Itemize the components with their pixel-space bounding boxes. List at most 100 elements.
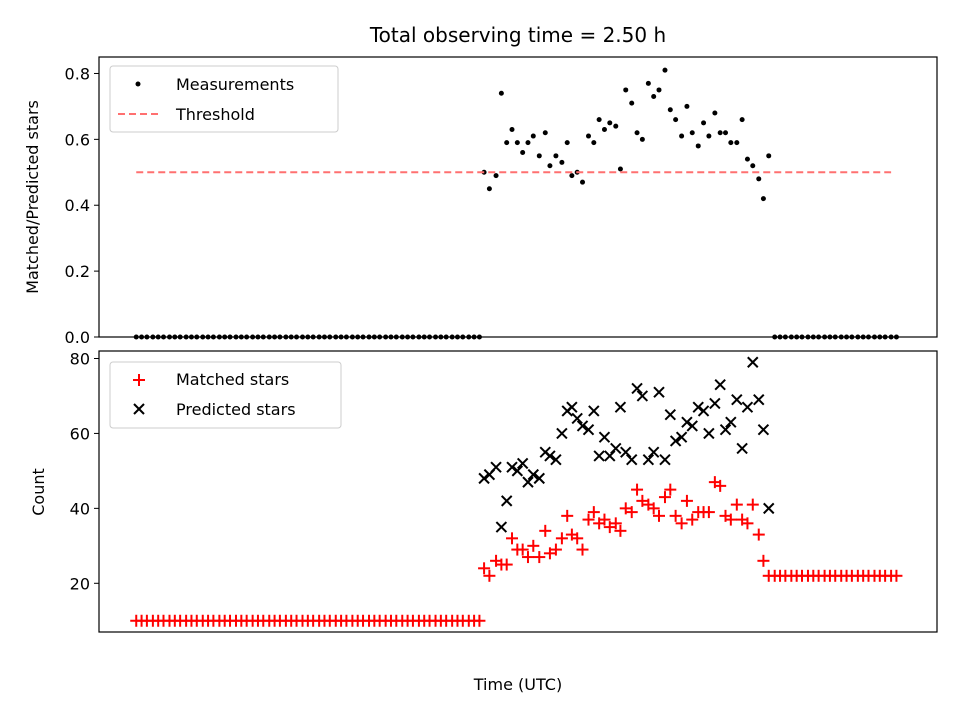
matched-stars-point bbox=[516, 543, 529, 556]
predicted-stars-point bbox=[747, 356, 759, 368]
predicted-stars-point bbox=[636, 390, 649, 402]
measurement-point bbox=[520, 150, 526, 156]
matched-stars-point bbox=[614, 524, 627, 537]
predicted-stars-point bbox=[731, 393, 743, 406]
predicted-stars-point bbox=[566, 401, 578, 413]
measurement-point bbox=[629, 100, 635, 106]
predicted-stars-point bbox=[631, 382, 643, 395]
measurement-point bbox=[569, 173, 575, 179]
predicted-stars-point bbox=[516, 457, 529, 470]
predicted-stars-point bbox=[709, 397, 721, 410]
measurement-point bbox=[679, 133, 685, 139]
matched-stars-point bbox=[506, 532, 519, 545]
legend-marker-matched bbox=[133, 374, 145, 386]
matched-stars-point bbox=[582, 513, 595, 526]
matched-stars-point bbox=[730, 498, 743, 511]
matched-stars-point bbox=[561, 509, 574, 522]
predicted-stars-point bbox=[576, 420, 589, 432]
predicted-stars-point bbox=[604, 450, 616, 462]
predicted-stars-point bbox=[500, 495, 513, 507]
matched-stars-point bbox=[757, 554, 770, 567]
predicted-stars-point bbox=[533, 472, 545, 485]
predicted-stars-point bbox=[741, 401, 754, 413]
predicted-stars-point bbox=[588, 405, 600, 417]
matched-stars-point bbox=[555, 532, 568, 545]
predicted-stars-point bbox=[757, 423, 770, 436]
matched-stars-point bbox=[686, 513, 699, 526]
legend-label-matched: Matched stars bbox=[176, 370, 289, 389]
measurement-point bbox=[591, 140, 597, 146]
measurement-point bbox=[667, 107, 673, 113]
legend-label-threshold: Threshold bbox=[175, 105, 255, 124]
measurement-point bbox=[756, 176, 762, 182]
predicted-stars-point bbox=[495, 521, 508, 533]
predicted-stars-point bbox=[614, 401, 627, 413]
predicted-stars-point bbox=[669, 435, 682, 447]
matched-stars-point bbox=[598, 513, 611, 526]
bottom-y-tick-label: 60 bbox=[70, 424, 90, 443]
predicted-stars-point bbox=[544, 450, 556, 462]
measurement-point bbox=[656, 87, 662, 93]
matched-stars-point bbox=[658, 491, 671, 504]
matched-stars-point bbox=[724, 513, 737, 526]
measurement-point bbox=[734, 140, 740, 146]
top-y-axis-label: Matched/Predicted stars bbox=[23, 100, 42, 294]
measurement-point bbox=[760, 196, 766, 202]
predicted-stars-point bbox=[478, 472, 490, 485]
predicted-stars-point bbox=[511, 465, 524, 477]
measurement-point bbox=[673, 117, 679, 123]
legend-marker-measurements bbox=[135, 81, 141, 87]
matched-stars-point bbox=[609, 517, 622, 530]
matched-stars-point bbox=[631, 483, 644, 496]
x-axis-label: Time (UTC) bbox=[473, 675, 562, 694]
matched-stars-point bbox=[680, 494, 693, 507]
matched-stars-point bbox=[664, 483, 677, 496]
legend-label-predicted: Predicted stars bbox=[176, 400, 296, 419]
measurement-point bbox=[525, 140, 531, 146]
predicted-stars-point bbox=[556, 427, 568, 440]
measurement-point bbox=[662, 67, 668, 73]
measurement-point bbox=[514, 140, 520, 146]
measurement-point bbox=[564, 140, 570, 146]
measurement-point bbox=[553, 153, 559, 159]
bottom-legend-box bbox=[109, 361, 342, 429]
predicted-stars-point bbox=[626, 453, 638, 466]
measurement-point bbox=[486, 186, 492, 192]
predicted-stars-point bbox=[506, 461, 518, 473]
measurement-point bbox=[547, 163, 553, 169]
predicted-stars-point bbox=[714, 379, 726, 391]
bottom-y-tick-label: 20 bbox=[70, 574, 90, 593]
measurement-point bbox=[728, 140, 734, 146]
predicted-stars-point bbox=[719, 423, 732, 436]
measurement-point bbox=[634, 130, 640, 136]
predicted-stars-point bbox=[686, 420, 698, 432]
top-axes-frame bbox=[98, 56, 938, 338]
measurement-point bbox=[601, 126, 607, 132]
top-y-tick-label: 0.8 bbox=[65, 64, 90, 83]
predicted-stars-point bbox=[675, 431, 688, 443]
predicted-stars-point bbox=[697, 405, 710, 417]
matched-stars-point bbox=[571, 532, 584, 545]
bottom-y-tick-label: 40 bbox=[70, 499, 90, 518]
top-y-tick-label: 0.2 bbox=[65, 262, 90, 281]
predicted-stars-point bbox=[593, 450, 605, 462]
measurement-point bbox=[639, 136, 645, 142]
matched-stars-point bbox=[741, 517, 754, 530]
predicted-stars-point bbox=[703, 427, 715, 440]
matched-stars-point bbox=[533, 551, 546, 564]
measurement-point bbox=[498, 90, 504, 96]
predicted-stars-point bbox=[681, 416, 693, 428]
matched-stars-point bbox=[478, 562, 491, 575]
bottom-y-ticks: 20 40 60 80 bbox=[70, 349, 99, 593]
measurement-point bbox=[617, 166, 623, 172]
predicted-stars-point bbox=[490, 461, 502, 473]
measurement-point bbox=[509, 126, 515, 132]
measurement-point bbox=[689, 130, 695, 136]
measurement-point bbox=[542, 130, 548, 136]
predicted-stars-point bbox=[725, 416, 737, 428]
predicted-stars-point bbox=[753, 393, 765, 406]
measurement-point bbox=[651, 94, 657, 100]
measurement-point bbox=[706, 133, 712, 139]
matched-stars-point bbox=[625, 506, 638, 519]
bottom-y-axis-label: Count bbox=[29, 468, 48, 516]
